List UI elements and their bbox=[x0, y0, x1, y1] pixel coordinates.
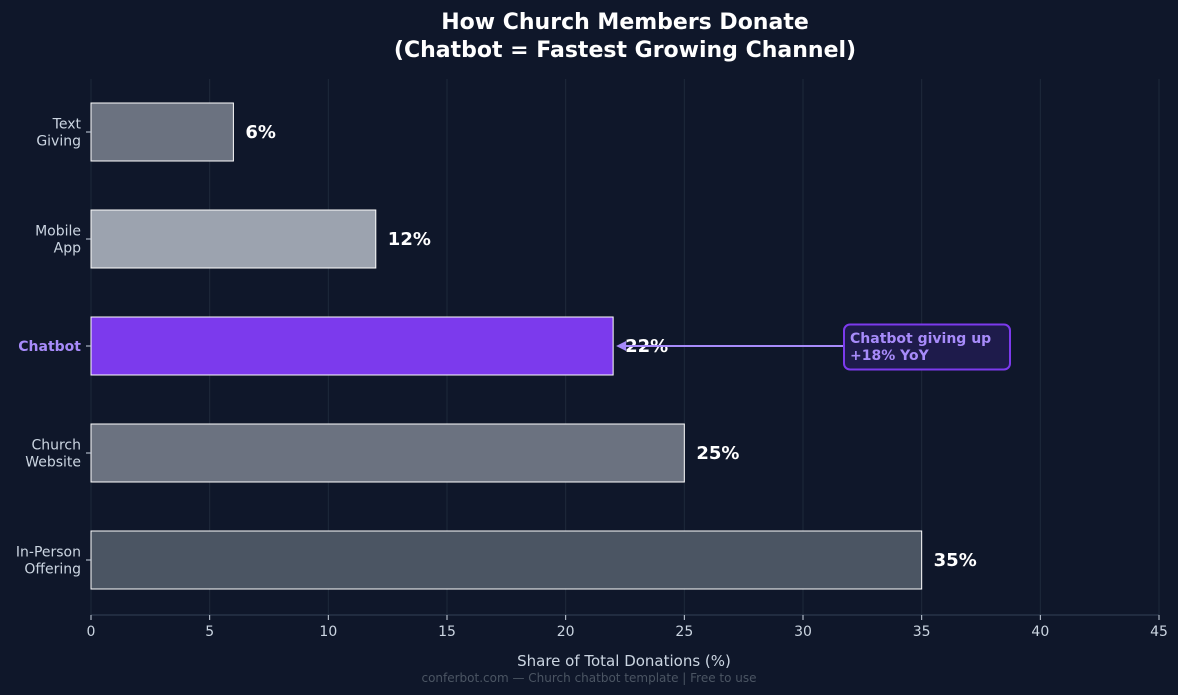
x-tick-label: 30 bbox=[794, 624, 812, 640]
bar-mobile-app bbox=[90, 209, 377, 269]
x-axis: 0 5 10 15 20 25 30 35 40 45 bbox=[87, 614, 1168, 640]
x-tick-label: 40 bbox=[1031, 624, 1049, 640]
category-label: Chatbot bbox=[18, 339, 81, 355]
x-tick-label: 20 bbox=[557, 624, 575, 640]
category-label: App bbox=[54, 241, 81, 257]
value-label: 6% bbox=[245, 122, 276, 143]
footer-credit: conferbot.com — Church chatbot template … bbox=[421, 671, 756, 685]
x-tick-label: 15 bbox=[438, 624, 456, 640]
category-label: Giving bbox=[36, 134, 81, 150]
category-label: Website bbox=[25, 455, 81, 471]
x-axis-title: Share of Total Donations (%) bbox=[517, 652, 731, 670]
x-tick-label: 10 bbox=[319, 624, 337, 640]
chart-title-line-2: (Chatbot = Fastest Growing Channel) bbox=[394, 38, 856, 63]
bar-church-website bbox=[90, 423, 685, 483]
bar-in-person-offering bbox=[90, 530, 923, 590]
bar-text-giving bbox=[90, 102, 234, 162]
x-tick-label: 35 bbox=[913, 624, 931, 640]
chart-title: How Church Members Donate (Chatbot = Fast… bbox=[394, 10, 856, 63]
x-tick-label: 45 bbox=[1150, 624, 1168, 640]
category-label: Mobile bbox=[35, 224, 81, 240]
annotation: Chatbot giving up+18% YoY bbox=[616, 323, 1011, 371]
annotation-text-line: Chatbot giving up bbox=[850, 331, 991, 347]
chart-title-line-1: How Church Members Donate bbox=[441, 10, 809, 35]
value-label: 35% bbox=[934, 550, 977, 571]
annotation-arrow-head bbox=[616, 341, 627, 351]
x-tick-label: 5 bbox=[205, 624, 214, 640]
category-label: Offering bbox=[24, 562, 81, 578]
annotation-box bbox=[843, 323, 1011, 371]
category-label: Text bbox=[52, 117, 82, 133]
x-tick-label: 25 bbox=[675, 624, 693, 640]
category-label: Church bbox=[31, 438, 81, 454]
category-label: In-Person bbox=[16, 545, 81, 561]
x-tick-label: 0 bbox=[87, 624, 96, 640]
value-label: 25% bbox=[696, 443, 739, 464]
bars bbox=[90, 102, 923, 590]
annotation-text-line: +18% YoY bbox=[850, 348, 930, 364]
bar-chatbot bbox=[90, 316, 614, 376]
value-label: 12% bbox=[388, 229, 431, 250]
